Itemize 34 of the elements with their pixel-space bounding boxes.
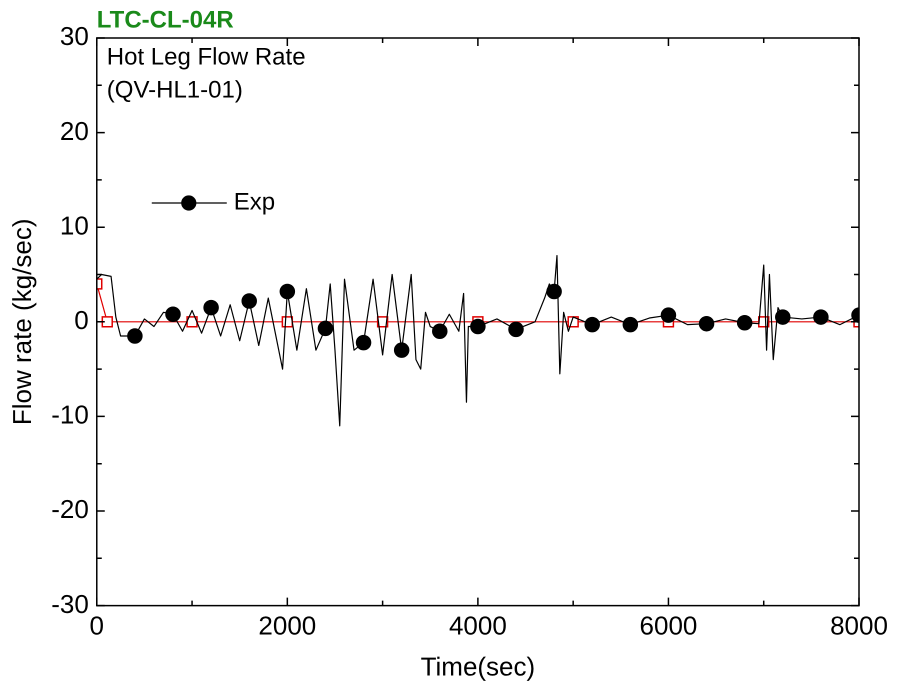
point xyxy=(698,316,714,332)
point xyxy=(394,342,410,358)
point xyxy=(203,300,219,316)
x-tick-label: 2000 xyxy=(258,610,316,640)
y-tick-label: -20 xyxy=(51,494,89,524)
point xyxy=(584,316,600,332)
point xyxy=(127,328,143,344)
y-axis-title: Flow rate (kg/sec) xyxy=(6,218,37,426)
chart-title: LTC-CL-04R xyxy=(96,6,234,34)
point xyxy=(470,318,486,334)
point xyxy=(356,334,372,350)
point xyxy=(660,307,676,323)
point xyxy=(508,322,524,338)
point xyxy=(432,324,448,340)
point xyxy=(736,314,752,330)
y-tick-label: -30 xyxy=(51,588,89,619)
point xyxy=(241,293,257,309)
point xyxy=(165,306,181,322)
point xyxy=(280,284,296,300)
x-axis-title: Time(sec) xyxy=(420,652,536,682)
point xyxy=(813,309,829,325)
x-tick-label: 8000 xyxy=(830,610,888,640)
legend-label: Exp xyxy=(234,188,276,216)
y-tick-label: 30 xyxy=(60,21,89,52)
y-tick-label: 20 xyxy=(60,116,89,146)
y-tick-label: -10 xyxy=(51,400,89,430)
y-tick-label: 10 xyxy=(60,210,89,240)
point xyxy=(102,316,113,328)
point xyxy=(318,320,334,336)
point xyxy=(622,316,638,332)
x-tick-label: 6000 xyxy=(640,610,698,640)
annotation: Hot Leg Flow Rate (QV-HL1-01) xyxy=(106,44,306,104)
x-tick-label: 4000 xyxy=(448,610,507,640)
y-tick-label: 0 xyxy=(74,304,89,335)
